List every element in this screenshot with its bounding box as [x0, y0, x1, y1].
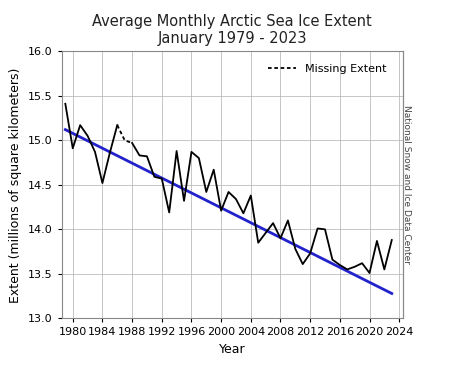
Y-axis label: Extent (millions of square kilometers): Extent (millions of square kilometers) [9, 67, 22, 303]
X-axis label: Year: Year [219, 343, 246, 356]
Title: Average Monthly Arctic Sea Ice Extent
January 1979 - 2023: Average Monthly Arctic Sea Ice Extent Ja… [92, 14, 372, 46]
Y-axis label: National Snow and Ice Data Center: National Snow and Ice Data Center [402, 105, 411, 264]
Legend: Missing Extent: Missing Extent [264, 59, 391, 78]
